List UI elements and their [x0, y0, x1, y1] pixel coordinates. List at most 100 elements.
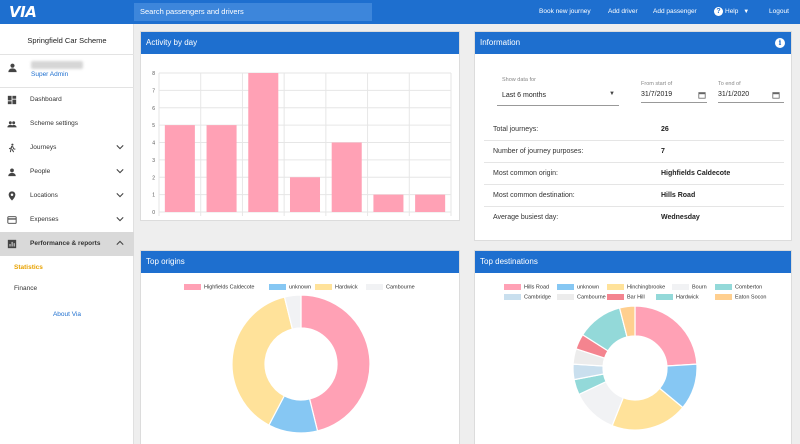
bar[interactable]	[373, 194, 404, 212]
legend-swatch	[504, 294, 521, 300]
bar[interactable]	[248, 73, 279, 212]
legend-swatch	[557, 294, 574, 300]
chevron-up-icon[interactable]	[116, 239, 124, 247]
book-journey-link[interactable]: Book new journey	[539, 8, 591, 15]
activity-card: Activity by day 012345678MondayTuesdayWe…	[140, 31, 460, 227]
legend-item[interactable]: Bar Hill	[607, 294, 645, 300]
activity-bar-chart: 012345678MondayTuesdayWednesdayThursdayF…	[152, 71, 452, 227]
divider	[0, 87, 134, 88]
chevron-down-icon[interactable]	[116, 143, 124, 151]
about-via-link[interactable]: About Via	[52, 311, 82, 318]
pie-slice[interactable]	[231, 296, 294, 426]
chevron-down-icon[interactable]	[116, 215, 124, 223]
info-row: Average busiest day: Wednesday	[484, 207, 784, 229]
sidebar-item-journeys[interactable]: Journeys	[0, 136, 134, 160]
legend-item[interactable]: Comberton	[715, 284, 762, 290]
legend-item[interactable]: Hardwick	[315, 284, 358, 290]
top-origins-card: Top origins Highfields Caldecote unknown H…	[140, 250, 460, 444]
legend-item[interactable]: Highfields Caldecote	[184, 284, 254, 290]
legend-item[interactable]: Hinchingbrooke	[607, 284, 665, 290]
legend-item[interactable]: Cambourne	[557, 294, 606, 300]
legend-item[interactable]: Hills Road	[504, 284, 549, 290]
legend-item[interactable]: Hardwick	[656, 294, 699, 300]
bar[interactable]	[289, 177, 321, 212]
legend-swatch	[656, 294, 673, 300]
card-title: Top destinations	[480, 257, 538, 266]
pie-slice[interactable]	[283, 294, 302, 330]
chevron-down-icon[interactable]	[116, 167, 124, 175]
y-tick-label: 4	[152, 141, 155, 147]
scheme-name: Springfield Car Scheme	[27, 36, 107, 45]
info-icon[interactable]: i	[775, 38, 785, 48]
sidebar-item-label: Expenses	[30, 216, 59, 223]
add-driver-link[interactable]: Add driver	[608, 8, 638, 15]
y-tick-label: 1	[152, 193, 155, 199]
legend-label: Bourn	[692, 284, 707, 291]
info-value: Highfields Caldecote	[661, 170, 731, 177]
from-date-label: From start of	[641, 81, 673, 87]
sidebar-item-performance-reports[interactable]: Performance & reports	[0, 232, 134, 256]
legend-swatch	[366, 284, 383, 290]
help-label: Help	[725, 8, 739, 15]
legend-item[interactable]: Cambridge	[504, 294, 551, 300]
sidebar-item-scheme-settings[interactable]: Scheme settings	[0, 112, 134, 136]
activity-card-header: Activity by day	[141, 32, 459, 54]
legend-item[interactable]: Cambourne	[366, 284, 415, 290]
sidebar-item-expenses[interactable]: Expenses	[0, 208, 134, 232]
to-date-value: 31/1/2020	[718, 91, 750, 98]
origins-legend: Highfields Caldecote unknown Hardwick Cambo…	[141, 251, 461, 444]
via-logo[interactable]: VIA	[9, 3, 37, 21]
y-tick-label: 0	[152, 210, 155, 216]
logout-link[interactable]: Logout	[769, 8, 789, 15]
walk-icon	[8, 143, 16, 153]
legend-label: Bar Hill	[627, 294, 645, 301]
bar[interactable]	[415, 194, 446, 212]
top-bar: VIA Search passengers and drivers Book n…	[0, 0, 800, 24]
sidebar-item-label: Journeys	[30, 144, 57, 151]
bar[interactable]	[331, 142, 362, 213]
legend-swatch	[607, 284, 624, 290]
calendar-icon[interactable]	[772, 91, 780, 99]
legend-label: Hinchingbrooke	[627, 284, 666, 291]
chevron-down-icon[interactable]	[116, 191, 124, 199]
calendar-icon[interactable]	[698, 91, 706, 99]
sidebar-subitem-statistics[interactable]: Statistics	[14, 264, 43, 271]
legend-item[interactable]: Bourn	[672, 284, 707, 290]
account-icon	[8, 63, 17, 73]
sidebar-item-label: Scheme settings	[30, 120, 79, 127]
destinations-donut-chart	[572, 305, 698, 431]
information-card: Information i Show data for Last 6 month…	[474, 31, 792, 241]
bar[interactable]	[164, 125, 195, 212]
legend-label: Highfields Caldecote	[204, 284, 255, 291]
info-value: Wednesday	[661, 214, 700, 221]
pie-slice[interactable]	[300, 294, 371, 432]
legend-label: Hardwick	[676, 294, 699, 301]
add-passenger-link[interactable]: Add passenger	[653, 8, 697, 15]
pie-slice[interactable]	[634, 305, 698, 367]
legend-label: Cambridge	[524, 294, 551, 301]
sidebar-item-dashboard[interactable]: Dashboard	[0, 88, 134, 112]
user-role: Super Admin	[31, 71, 69, 78]
legend-item[interactable]: Eaton Socon	[715, 294, 767, 300]
sidebar-item-people[interactable]: People	[0, 160, 134, 184]
sidebar-item-label: Performance & reports	[30, 240, 101, 247]
card-title: Activity by day	[146, 38, 198, 47]
y-tick-label: 7	[152, 88, 155, 94]
sidebar-item-label: Locations	[30, 192, 58, 199]
help-menu[interactable]: ? Help ▼	[714, 0, 749, 24]
sidebar-item-label: People	[30, 168, 51, 175]
legend-swatch	[269, 284, 286, 290]
search-input[interactable]: Search passengers and drivers	[134, 3, 372, 21]
info-row: Most common destination: Hills Road	[484, 185, 784, 207]
y-tick-label: 2	[152, 175, 155, 181]
legend-swatch	[672, 284, 689, 290]
legend-item[interactable]: unknown	[557, 284, 599, 290]
legend-label: Cambourne	[386, 284, 415, 291]
bar[interactable]	[206, 125, 237, 212]
field-underline	[718, 102, 784, 103]
legend-swatch	[315, 284, 332, 290]
pie-slice[interactable]	[618, 305, 636, 338]
legend-item[interactable]: unknown	[269, 284, 311, 290]
sidebar-item-locations[interactable]: Locations	[0, 184, 134, 208]
sidebar-subitem-finance[interactable]: Finance	[14, 285, 38, 292]
